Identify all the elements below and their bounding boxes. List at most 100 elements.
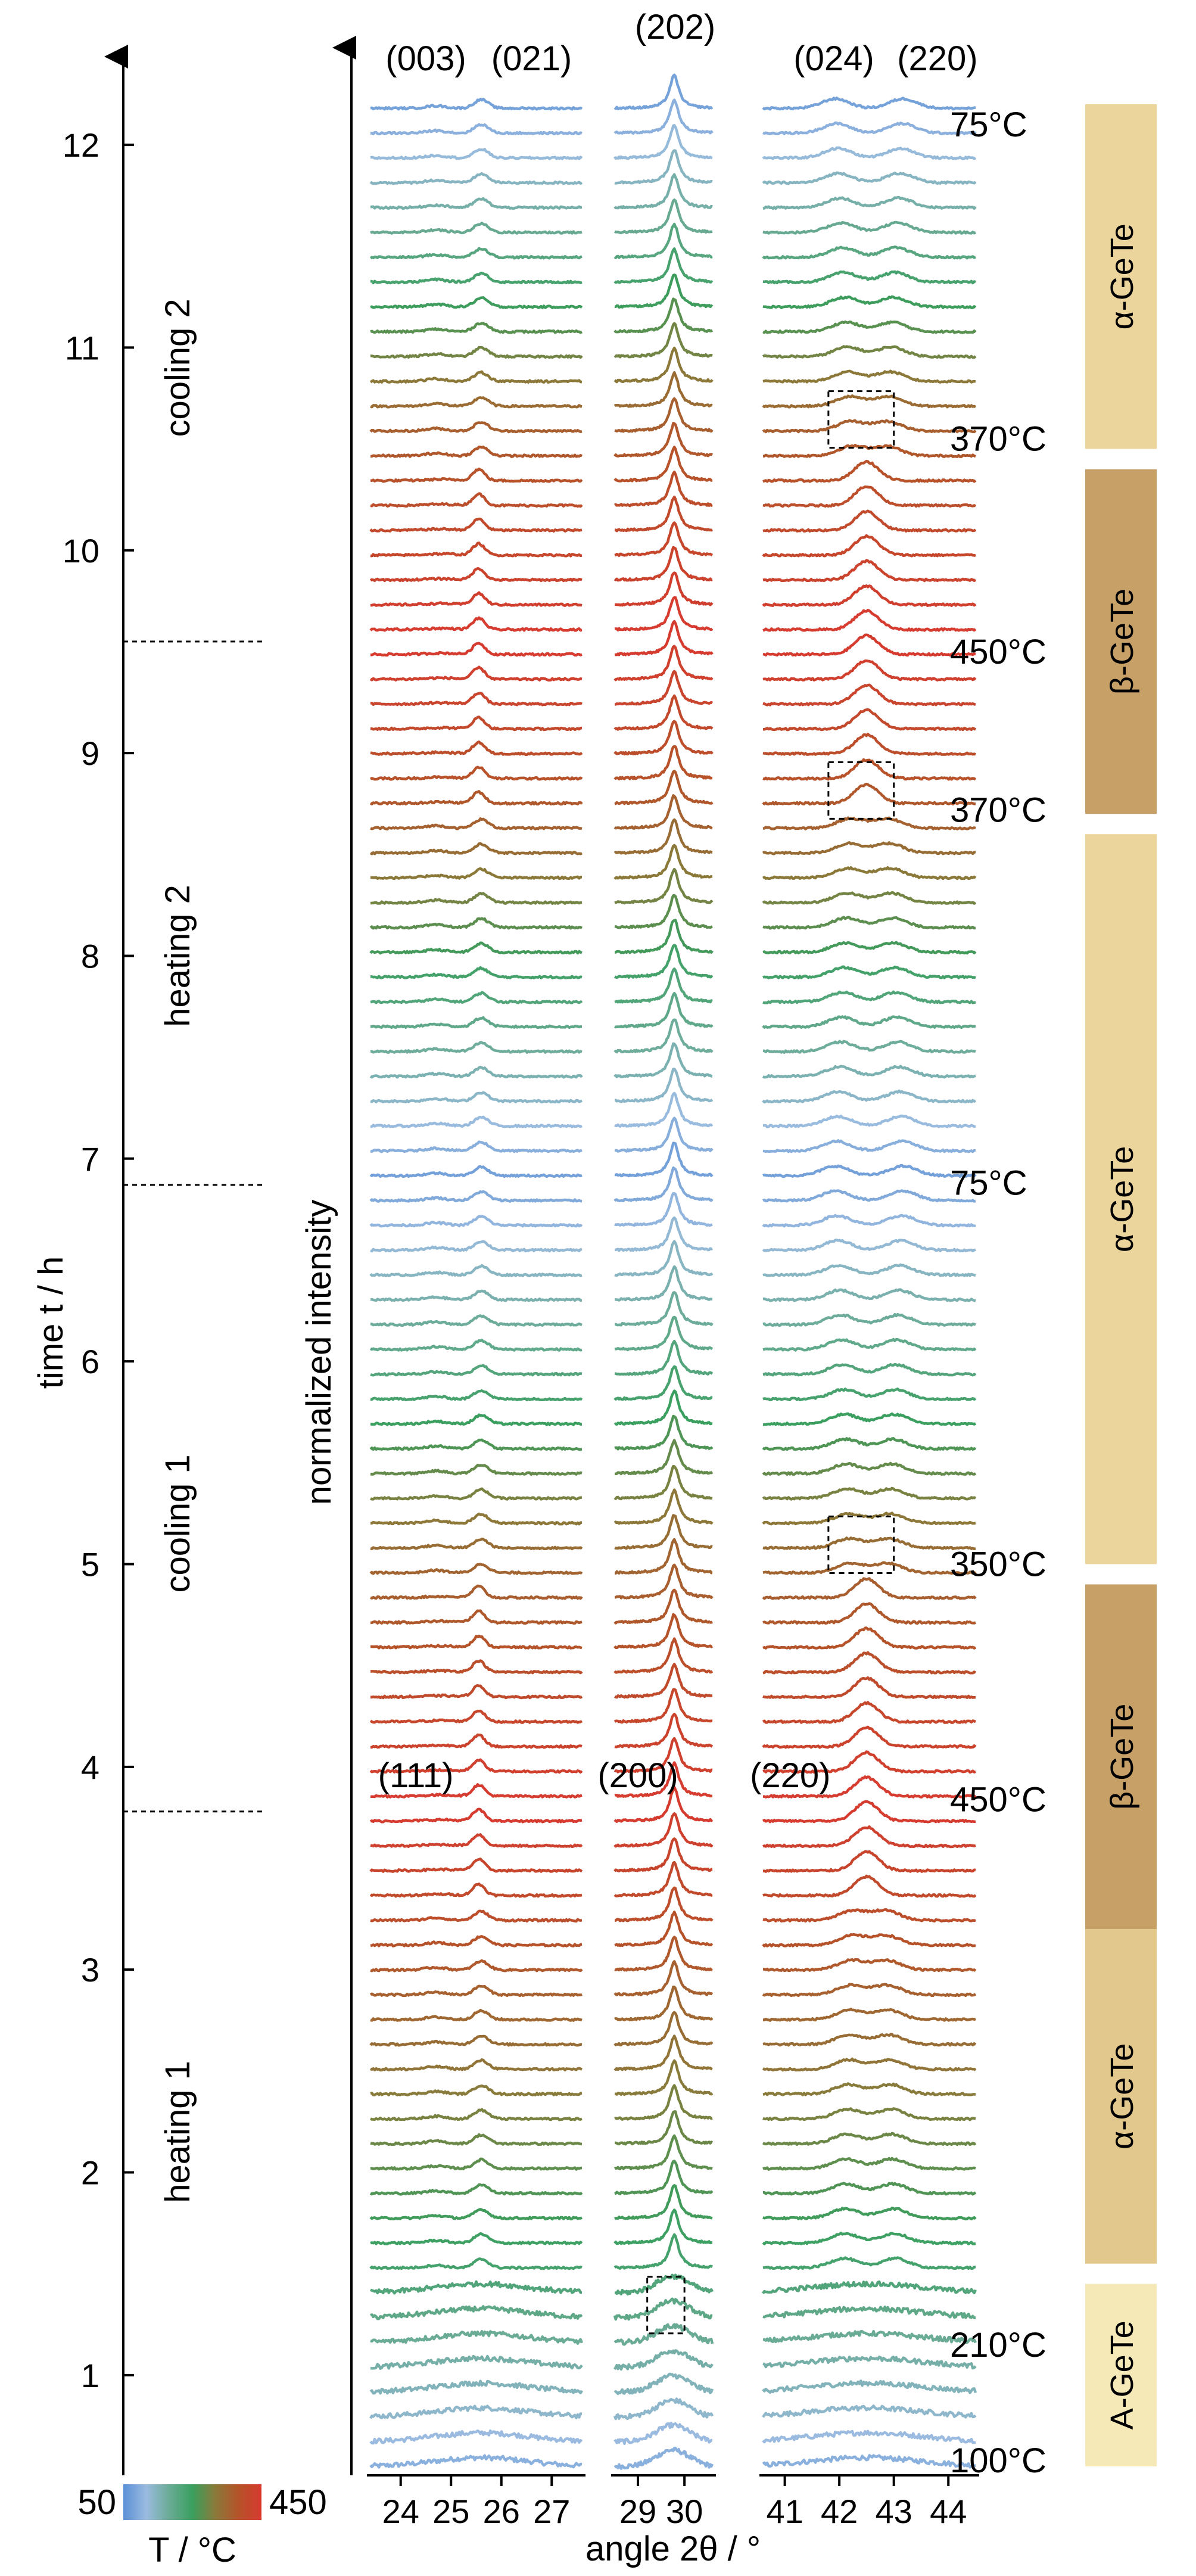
- xrd-trace-right: [762, 1288, 976, 1302]
- xrd-trace-right: [762, 171, 977, 185]
- segment-label: heating 2: [158, 885, 197, 1027]
- xrd-trace-right: [762, 2356, 977, 2370]
- angle-tick-label: 25: [432, 2493, 469, 2530]
- xrd-trace-left: [369, 2429, 583, 2445]
- xrd-trace-right: [762, 1239, 976, 1253]
- xrd-trace-left: [369, 172, 583, 185]
- time-tick-label: 12: [63, 126, 99, 164]
- xrd-trace-left: [370, 1513, 583, 1526]
- xrd-trace-right: [762, 584, 977, 607]
- xrd-trace-left: [369, 1190, 583, 1203]
- time-tick-label: 11: [65, 329, 99, 366]
- xrd-trace-left: [369, 1858, 583, 1873]
- xrd-trace-left: [370, 1909, 583, 1923]
- xrd-trace-middle: [613, 2034, 713, 2071]
- xrd-trace-left: [370, 542, 583, 558]
- xrd-trace-middle: [614, 596, 714, 631]
- xrd-trace-middle: [614, 1563, 714, 1600]
- angle-tick-label: 26: [483, 2493, 520, 2530]
- xrd-trace-left: [370, 2133, 583, 2146]
- xrd-trace-left: [370, 1240, 583, 1253]
- xrd-trace-right: [762, 659, 977, 682]
- xrd-trace-middle: [614, 620, 714, 657]
- xrd-trace-left: [370, 1538, 583, 1551]
- xrd-trace-middle: [614, 397, 714, 433]
- xrd-trace-left: [370, 2330, 584, 2345]
- xrd-trace-left: [369, 941, 583, 955]
- xrd-trace-left: [370, 1016, 583, 1029]
- xrd-trace-right: [762, 146, 977, 160]
- xrd-trace-middle: [614, 2110, 714, 2146]
- xrd-trace-left: [370, 445, 583, 458]
- xrd-trace-right: [762, 1065, 976, 1079]
- xrd-trace-middle: [613, 73, 714, 111]
- dashed-highlight-boxes: [646, 390, 895, 2335]
- xrd-trace-right: [762, 1189, 976, 1203]
- angle-tick-label: 44: [930, 2493, 967, 2530]
- dashed-box: [827, 390, 895, 449]
- angle-tick-label: 42: [821, 2493, 858, 2530]
- xrd-trace-middle: [613, 1166, 714, 1203]
- time-tick-label: 3: [81, 1951, 99, 1989]
- xrd-trace-left: [370, 2157, 583, 2171]
- dashed-box: [827, 1515, 895, 1574]
- reflection-label: (202): [635, 8, 715, 46]
- xrd-trace-middle: [614, 571, 714, 607]
- dashed-box: [827, 761, 895, 820]
- xrd-trace-middle: [613, 1812, 714, 1848]
- time-tick-label: 1: [81, 2357, 99, 2394]
- reflection-label-cubic: (220): [750, 1756, 830, 1795]
- xrd-trace-right: [762, 1676, 976, 1700]
- xrd-trace-left: [370, 966, 583, 979]
- xrd-trace-middle: [614, 1216, 713, 1252]
- xrd-trace-right: [762, 965, 976, 979]
- xrd-trace-middle: [613, 991, 714, 1029]
- xrd-trace-right: [762, 816, 976, 830]
- segment-label: cooling 1: [158, 1454, 197, 1592]
- xrd-trace-right: [762, 2306, 976, 2319]
- xrd-trace-left: [370, 1959, 583, 1973]
- xrd-trace-right: [762, 2057, 977, 2072]
- xrd-trace-right: [762, 1015, 976, 1029]
- xrd-trace-middle: [614, 1141, 714, 1178]
- xrd-trace-left: [370, 2280, 582, 2295]
- xrd-trace-left: [370, 1115, 583, 1128]
- xrd-trace-right: [762, 1536, 976, 1551]
- xrd-trace-right: [762, 245, 976, 260]
- colorbar-gradient: [123, 2484, 261, 2520]
- xrd-trace-left: [370, 1314, 583, 1327]
- xrd-trace-left: [369, 790, 583, 806]
- xrd-trace-middle: [614, 2160, 714, 2195]
- temperature-label: 370°C: [950, 791, 1046, 829]
- stack-axis-label: normalized intensity: [300, 1200, 338, 1505]
- xrd-trace-right: [762, 2082, 976, 2096]
- phase-band: [1085, 2283, 1157, 2466]
- xrd-trace-right: [762, 2232, 976, 2245]
- xrd-trace-left: [370, 1487, 583, 1501]
- xrd-trace-left: [370, 1413, 583, 1426]
- xrd-trace-right: [762, 1511, 976, 1526]
- xrd-trace-left: [370, 1833, 583, 1849]
- xrd-trace-left: [369, 247, 583, 260]
- angle-tick-label: 30: [666, 2493, 703, 2530]
- xrd-trace-right: [762, 2404, 977, 2419]
- xrd-trace-middle: [613, 1488, 714, 1525]
- xrd-trace-left: [370, 1659, 583, 1675]
- xrd-trace-left: [369, 1563, 583, 1575]
- xrd-trace-middle: [614, 1116, 714, 1153]
- xrd-trace-middle: [613, 2397, 714, 2421]
- xrd-trace-middle: [614, 1414, 714, 1451]
- xrd-trace-right: [762, 195, 977, 210]
- xrd-trace-right: [762, 2454, 976, 2469]
- xrd-trace-right: [762, 1850, 976, 1873]
- xrd-trace-middle: [613, 818, 713, 855]
- xrd-trace-middle: [613, 297, 714, 334]
- xrd-trace-right: [762, 1983, 977, 1998]
- xrd-trace-right: [762, 1089, 976, 1104]
- xrd-trace-right: [762, 2182, 977, 2196]
- phase-band-label: α-GeTe: [1104, 2043, 1140, 2149]
- xrd-trace-middle: [613, 1737, 713, 1774]
- xrd-trace-left: [369, 2404, 583, 2420]
